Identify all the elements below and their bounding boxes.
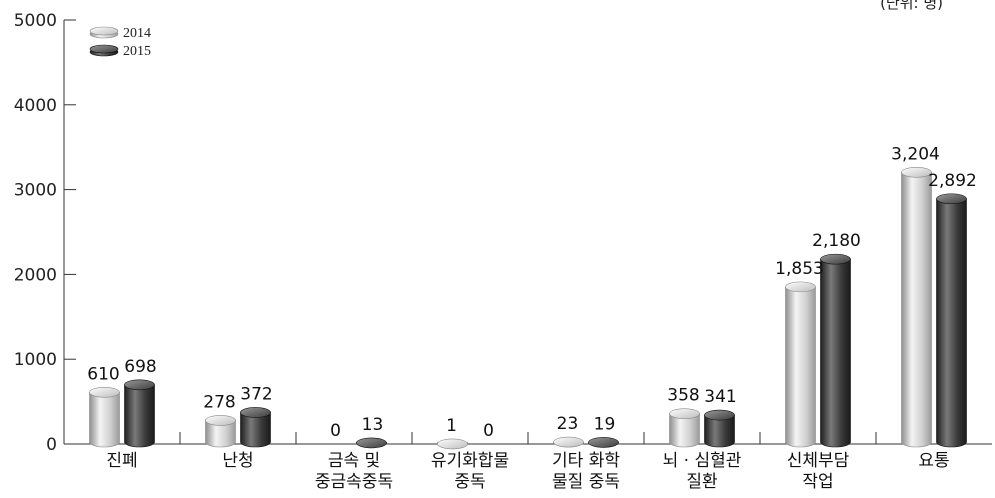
value-labels: 610 278 0 1 23 358 1,853 3,204 698 372 13 0 19 341 2,1…: [87, 144, 977, 441]
data-label-2015: 2,892: [928, 171, 977, 191]
data-label-2014: 278: [203, 392, 235, 412]
x-tick-label: 중금속중독: [315, 472, 393, 492]
bar-2014: [901, 167, 932, 448]
x-tick-label: 중독: [454, 472, 485, 492]
y-tick-label: 2000: [14, 265, 57, 285]
bar-2015: [936, 193, 967, 448]
x-tick-label: 유기화합물: [431, 451, 509, 471]
data-label-2015: 2,180: [812, 231, 861, 251]
legend-item-2015: 2015: [89, 44, 151, 59]
data-label-2014: 23: [557, 414, 579, 434]
bar-2015: [240, 407, 271, 448]
legend-label: 2014: [123, 26, 151, 41]
bars: [89, 167, 967, 450]
data-label-2014: 1,853: [775, 259, 824, 279]
bar-2014: [785, 281, 816, 448]
x-tick-label: 작업: [802, 472, 833, 492]
x-tick-label: 금속 및: [328, 451, 380, 471]
bar-2014: [205, 415, 236, 448]
legend-label: 2015: [123, 44, 151, 59]
bar-2015: [124, 379, 155, 448]
data-label-2015: 341: [704, 387, 736, 407]
x-tick-label: 진폐: [106, 451, 137, 471]
x-tick-label: 신체부담: [787, 451, 850, 471]
x-tick-label: 요통: [918, 451, 949, 471]
data-label-2015: 698: [124, 357, 156, 377]
bar-2014: [437, 438, 468, 450]
data-label-2015: 13: [362, 415, 384, 435]
data-label-2014: 1: [446, 416, 457, 436]
bar-2015: [704, 409, 735, 448]
legend: 2014 2015: [89, 26, 151, 59]
data-label-2014: 3,204: [891, 144, 940, 164]
bar-2014: [669, 408, 700, 448]
legend-item-2014: 2014: [89, 26, 151, 41]
x-tick-label: 뇌 · 심혈관: [663, 451, 742, 471]
data-label-2014: 358: [667, 386, 699, 406]
data-label-2015: 19: [594, 414, 616, 434]
y-tick-label: 1000: [14, 350, 57, 370]
y-tick-label: 3000: [14, 181, 57, 201]
y-tick-label: 4000: [14, 96, 57, 116]
data-label-2015: 0: [483, 421, 494, 441]
x-tick-label: 물질 중독: [552, 472, 620, 492]
bar-2015: [588, 437, 619, 448]
x-tick-label: 기타 화학: [552, 451, 620, 471]
unit-label: (단위: 명): [880, 0, 943, 12]
bar-2014: [553, 436, 584, 448]
x-tick-label: 질환: [686, 472, 717, 492]
bar-2014: [89, 386, 120, 448]
data-label-2014: 610: [87, 364, 119, 384]
y-tick-label: 0: [46, 435, 57, 455]
bar-2015: [820, 253, 851, 448]
bar-2015: [356, 437, 387, 449]
data-label-2014: 0: [330, 421, 341, 441]
data-label-2015: 372: [240, 384, 272, 404]
x-tick-label: 난청: [222, 451, 253, 471]
y-tick-label: 5000: [14, 11, 57, 31]
